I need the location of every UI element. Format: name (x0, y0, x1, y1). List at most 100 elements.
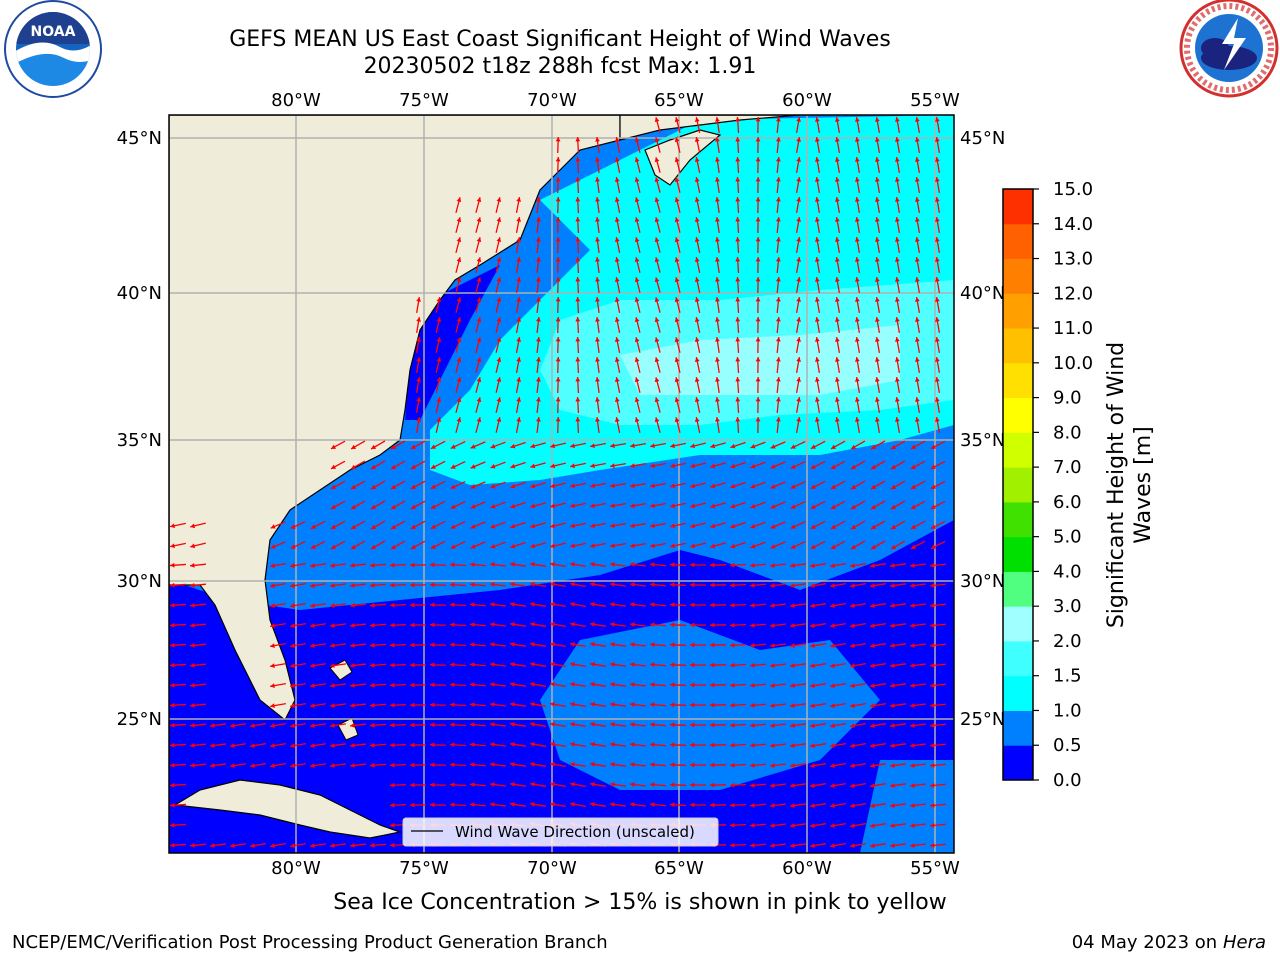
wave-arrow (634, 277, 641, 293)
wave-arrow (530, 642, 546, 647)
wave-arrow (815, 157, 821, 173)
wave-arrow (929, 802, 947, 808)
wave-arrow (290, 842, 306, 848)
wave-arrow (674, 117, 681, 133)
wave-arrow (575, 376, 581, 394)
wave-arrow (835, 377, 841, 393)
wave-arrow (570, 442, 586, 449)
wave-arrow (649, 742, 667, 748)
wave-arrow (909, 563, 927, 568)
wave-arrow (674, 237, 681, 253)
wave-arrow (455, 357, 462, 373)
wave-arrow (915, 217, 921, 233)
wave-arrow (634, 197, 641, 213)
wave-arrow (290, 520, 306, 530)
wave-arrow (830, 642, 846, 648)
wave-arrow (390, 460, 406, 470)
wave-arrow (935, 357, 941, 373)
wave-arrow (795, 217, 801, 233)
wave-arrow (469, 702, 487, 708)
wave-arrow (495, 197, 502, 213)
wave-arrow (634, 297, 641, 313)
wave-arrow (810, 683, 826, 688)
wave-arrow (654, 297, 661, 313)
wave-arrow (649, 622, 667, 628)
wave-arrow (570, 562, 586, 568)
wave-arrow (889, 663, 907, 668)
wave-arrow (470, 461, 486, 469)
wave-arrow (389, 662, 407, 668)
wave-arrow (570, 522, 586, 529)
wave-arrow (169, 782, 187, 788)
wave-arrow (455, 417, 462, 433)
wave-arrow (870, 663, 886, 668)
wave-arrow (850, 802, 866, 808)
wave-arrow (775, 116, 781, 134)
wave-arrow (715, 316, 720, 334)
wave-arrow (609, 602, 627, 607)
wave-arrow (329, 583, 347, 588)
wave-arrow (509, 562, 527, 567)
wave-arrow (610, 542, 626, 548)
colorbar-tick-label: 8.0 (1053, 422, 1082, 443)
wave-arrow (575, 416, 581, 434)
wave-arrow (495, 237, 502, 253)
lon-tick-top: 80°W (271, 90, 321, 111)
wave-arrow (929, 582, 947, 588)
wave-arrow (416, 317, 421, 333)
wave-arrow (470, 521, 486, 529)
wave-arrow (830, 822, 846, 828)
wave-arrow (370, 500, 386, 510)
wave-arrow (669, 722, 687, 728)
wave-arrow (475, 337, 482, 353)
wave-arrow (614, 157, 621, 173)
lat-tick-right: 25°N (960, 709, 1005, 730)
wave-arrow (369, 642, 387, 648)
wave-arrow (475, 297, 482, 313)
wave-arrow (875, 237, 881, 253)
lon-tick-bottom: 70°W (527, 858, 577, 879)
wave-arrow (570, 462, 586, 469)
wave-arrow (850, 480, 866, 490)
wave-arrow (416, 357, 421, 373)
wave-arrow (935, 337, 941, 353)
wave-arrow (530, 582, 546, 587)
wave-arrow (530, 742, 546, 747)
wave-arrow (329, 683, 347, 688)
wave-arrow (475, 217, 482, 233)
lat-tick-left: 30°N (117, 571, 162, 592)
wave-arrow (830, 842, 846, 848)
wave-arrow (555, 136, 561, 154)
wave-arrow (614, 297, 621, 313)
wave-arrow (495, 277, 502, 293)
wave-arrow (855, 137, 861, 153)
wave-arrow (389, 802, 407, 808)
wave-arrow (729, 682, 747, 688)
wave-arrow (694, 257, 701, 273)
wave-arrow (490, 461, 506, 469)
wave-arrow (430, 540, 446, 550)
wave-arrow (369, 662, 387, 668)
wave-arrow (875, 197, 881, 213)
colorbar-tick-label: 2.0 (1053, 631, 1082, 652)
wave-arrow (810, 823, 826, 828)
wave-arrow (730, 541, 746, 549)
wave-arrow (490, 481, 506, 489)
wave-arrow (170, 522, 186, 529)
wave-arrow (755, 316, 761, 334)
wave-arrow (749, 762, 767, 768)
wave-arrow (629, 642, 647, 647)
colorbar-label-line1: Significant Height of Wind (1104, 342, 1129, 628)
wave-arrow (349, 843, 367, 848)
wave-arrow (889, 763, 907, 768)
wave-arrow (870, 743, 886, 748)
wave-arrow (595, 316, 600, 334)
wave-arrow (875, 377, 881, 393)
wave-arrow (735, 336, 741, 354)
wave-arrow (369, 562, 387, 568)
wave-arrow (169, 742, 187, 748)
wave-arrow (749, 702, 767, 708)
wave-arrow (810, 843, 826, 848)
wave-arrow (309, 763, 327, 768)
wave-arrow (614, 137, 621, 153)
